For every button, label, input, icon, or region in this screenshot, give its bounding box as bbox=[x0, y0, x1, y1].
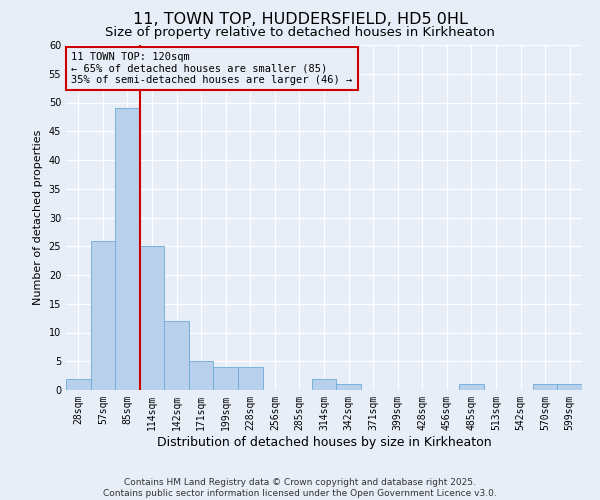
Text: 11 TOWN TOP: 120sqm
← 65% of detached houses are smaller (85)
35% of semi-detach: 11 TOWN TOP: 120sqm ← 65% of detached ho… bbox=[71, 52, 352, 85]
Bar bbox=[91, 240, 115, 390]
X-axis label: Distribution of detached houses by size in Kirkheaton: Distribution of detached houses by size … bbox=[157, 436, 491, 448]
Text: Size of property relative to detached houses in Kirkheaton: Size of property relative to detached ho… bbox=[105, 26, 495, 39]
Bar bbox=[533, 384, 557, 390]
Bar bbox=[140, 246, 164, 390]
Bar bbox=[164, 321, 189, 390]
Text: 11, TOWN TOP, HUDDERSFIELD, HD5 0HL: 11, TOWN TOP, HUDDERSFIELD, HD5 0HL bbox=[133, 12, 467, 28]
Bar bbox=[336, 384, 361, 390]
Bar bbox=[189, 361, 214, 390]
Bar bbox=[459, 384, 484, 390]
Bar bbox=[557, 384, 582, 390]
Bar bbox=[115, 108, 140, 390]
Bar bbox=[312, 378, 336, 390]
Y-axis label: Number of detached properties: Number of detached properties bbox=[33, 130, 43, 305]
Bar bbox=[214, 367, 238, 390]
Bar bbox=[66, 378, 91, 390]
Bar bbox=[238, 367, 263, 390]
Text: Contains HM Land Registry data © Crown copyright and database right 2025.
Contai: Contains HM Land Registry data © Crown c… bbox=[103, 478, 497, 498]
